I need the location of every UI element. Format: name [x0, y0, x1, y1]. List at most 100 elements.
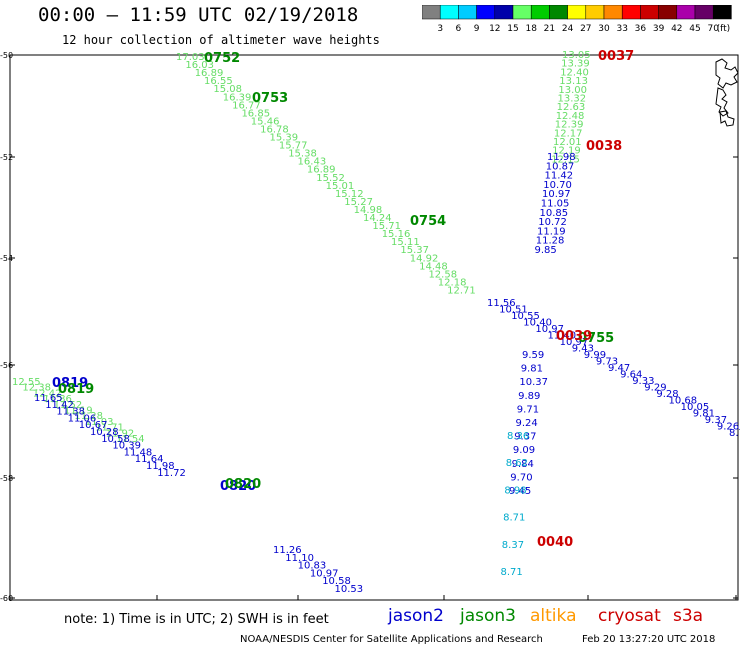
colorbar-tick-label: 27 — [580, 24, 591, 34]
wave-height-label: 11.06 — [68, 413, 97, 424]
wave-height-label: 9.37 — [705, 415, 727, 426]
wave-height-label: 9.99 — [584, 350, 606, 361]
wave-height-label: 12.01 — [553, 137, 582, 148]
colorbar-swatch — [712, 5, 732, 20]
wave-height-label: 9.45 — [509, 486, 531, 497]
wave-height-label: 12.18 — [438, 277, 467, 288]
wave-height-label: 9.33 — [632, 376, 654, 387]
track-G: 11.6511.4211.3811.0610.6710.2810.5810.39… — [34, 393, 363, 595]
wave-height-label: 16.55 — [204, 76, 233, 87]
wave-height-label: 16.43 — [298, 157, 327, 168]
wave-height-label: 10.85 — [540, 208, 569, 219]
wave-height-label: 13.32 — [558, 94, 587, 105]
wave-height-label: 11.42 — [545, 171, 574, 182]
wave-height-label: 10.28 — [90, 427, 119, 438]
wave-height-label: 15.16 — [382, 229, 411, 240]
wave-height-label: 10.40 — [523, 318, 552, 329]
wave-height-label: 15.77 — [279, 141, 308, 152]
wave-height-label: 11.54 — [116, 434, 145, 445]
wave-height-label: 12.15 — [551, 154, 580, 165]
wave-height-label: 10.87 — [546, 161, 575, 172]
wave-height-label: 11.98 — [146, 461, 175, 472]
track-C: 13.0513.3912.4013.1313.0013.3212.6312.48… — [551, 50, 590, 165]
orbit-number-label: 0819 — [52, 376, 88, 391]
wave-height-label: 13.05 — [562, 50, 591, 61]
track-D: 11.9810.8711.4210.7010.9711.0510.8510.72… — [509, 152, 576, 497]
orbit-number-label: 0819 — [58, 382, 94, 397]
colorbar-tick-label: 9 — [474, 24, 480, 34]
colorbar-tick-label: 30 — [598, 24, 610, 34]
wave-height-label: 11.98 — [547, 152, 576, 163]
wave-height-label: 9.59 — [522, 350, 544, 361]
wave-height-label: 8.36 — [507, 431, 529, 442]
wave-height-label: 13.00 — [558, 85, 587, 96]
wave-height-label: 9.29 — [644, 383, 666, 394]
wave-height-label: 10.53 — [335, 584, 364, 595]
colorbar-tick-label: 39 — [653, 24, 665, 34]
wave-height-label: 8.37 — [502, 540, 524, 551]
wave-height-label: 9.85 — [535, 245, 557, 256]
orbit-number-label: 0820 — [220, 479, 256, 494]
track-F: 12.5512.3812.4211.8611.5211.1911.2811.03… — [12, 377, 145, 445]
wave-height-label: 10.97 — [542, 189, 571, 200]
wave-height-label: 12.58 — [428, 269, 457, 280]
wave-height-label: 17.03 — [176, 52, 205, 63]
wave-height-label: 11.86 — [43, 394, 72, 405]
colorbar-tick-label: 45 — [689, 24, 700, 34]
orbit-number-label: 0040 — [537, 535, 573, 550]
wave-height-label: 11.65 — [34, 393, 63, 404]
wave-height-label: 11.19 — [537, 226, 566, 237]
lat-label: -60 — [0, 594, 13, 603]
orbit-number-label: 0039 — [556, 329, 592, 344]
wave-height-label: 11.42 — [45, 400, 74, 411]
footer-note: note: 1) Time is in UTC; 2) SWH is in fe… — [64, 612, 329, 627]
wave-height-label: 12.19 — [552, 146, 581, 157]
wave-height-label: 10.97 — [310, 568, 339, 579]
wave-height-label: 14.98 — [354, 205, 383, 216]
wave-height-label: 9.47 — [608, 363, 630, 374]
wave-height-label: 15.08 — [213, 84, 242, 95]
wave-height-label: 9.81 — [521, 364, 543, 375]
wave-height-label: 10.97 — [560, 337, 589, 348]
wave-height-label: 11.28 — [536, 236, 565, 247]
colorbar-tick-label: 21 — [544, 24, 555, 34]
map-frame — [9, 54, 739, 601]
wave-height-label: 9.28 — [656, 389, 678, 400]
wave-height-label: 9.24 — [516, 418, 538, 429]
wave-height-label: 11.03 — [85, 417, 114, 428]
wave-height-label: 15.37 — [400, 245, 429, 256]
track-B: 11.5610.5110.5510.4010.9711.4010.979.439… — [487, 298, 740, 439]
wave-height-label: 11.64 — [135, 454, 164, 465]
wave-height-label: 12.42 — [33, 388, 62, 399]
wave-height-label: 14.24 — [363, 213, 392, 224]
lat-label: -58 — [0, 474, 13, 483]
wave-height-label: 12.48 — [556, 111, 585, 122]
colorbar-tick-label: 15 — [507, 24, 518, 34]
lat-label: -54 — [0, 254, 13, 263]
legend-jason2: jason2 — [388, 606, 444, 626]
wave-height-label: 11.52 — [54, 400, 83, 411]
wave-height-label: 9.71 — [517, 404, 539, 415]
wave-height-label: 8.62 — [506, 458, 528, 469]
wave-height-label: 11.19 — [64, 406, 93, 417]
wave-height-label: 9.26 — [717, 422, 739, 433]
wave-height-label: 13.13 — [559, 76, 588, 87]
wave-height-label: 10.51 — [499, 305, 528, 316]
colorbar-tick-label: 33 — [616, 24, 627, 34]
wave-height-label: 15.71 — [372, 221, 401, 232]
wave-height-label: 11.72 — [157, 468, 186, 479]
wave-height-label: 16.77 — [232, 100, 261, 111]
wave-height-label: 10.72 — [538, 217, 567, 228]
wave-height-label: 16.39 — [223, 92, 252, 103]
wave-height-label: 11.48 — [124, 447, 153, 458]
wave-height-label: 15.46 — [251, 116, 280, 127]
track-E: 8.36 8.62 8.98 8.71 8.37 8.71 — [501, 431, 530, 578]
lat-label: -56 — [0, 361, 13, 370]
wave-height-label: 10.55 — [511, 311, 540, 322]
wave-height-label: 10.39 — [112, 441, 141, 452]
wave-height-label: 8.79 — [729, 428, 740, 439]
wave-height-label: 10.97 — [535, 324, 564, 335]
orbit-number-label: 0754 — [410, 214, 446, 229]
wave-height-label: 16.03 — [185, 60, 214, 71]
wave-height-label: 12.63 — [557, 102, 586, 113]
